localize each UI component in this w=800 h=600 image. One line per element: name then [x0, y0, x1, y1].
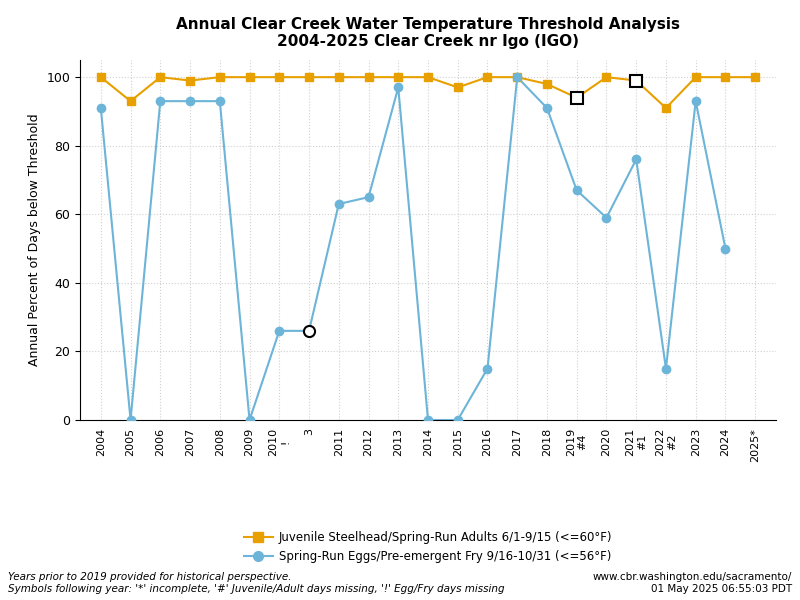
Text: Years prior to 2019 provided for historical perspective.
Symbols following year:: Years prior to 2019 provided for histori…	[8, 572, 505, 594]
Legend: Juvenile Steelhead/Spring-Run Adults 6/1-9/15 (<=60°F), Spring-Run Eggs/Pre-emer: Juvenile Steelhead/Spring-Run Adults 6/1…	[239, 527, 617, 568]
Text: www.cbr.washington.edu/sacramento/
01 May 2025 06:55:03 PDT: www.cbr.washington.edu/sacramento/ 01 Ma…	[593, 572, 792, 594]
Title: Annual Clear Creek Water Temperature Threshold Analysis
2004-2025 Clear Creek nr: Annual Clear Creek Water Temperature Thr…	[176, 17, 680, 49]
Y-axis label: Annual Percent of Days below Threshold: Annual Percent of Days below Threshold	[28, 113, 41, 367]
